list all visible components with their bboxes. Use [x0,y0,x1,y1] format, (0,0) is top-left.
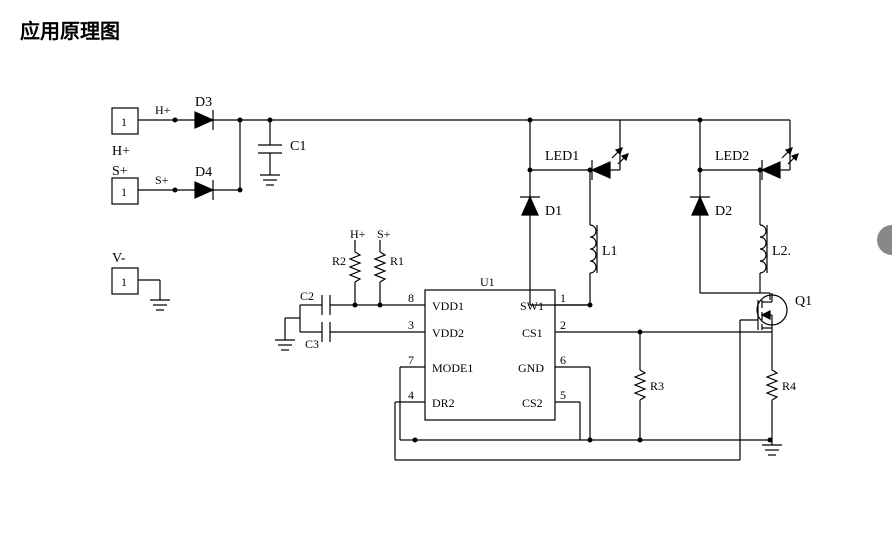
svg-text:SW1: SW1 [520,299,544,313]
svg-text:1: 1 [121,115,127,129]
diode-d1: D1 [520,170,562,250]
svg-text:CS1: CS1 [522,326,543,340]
terminal-h-plus: 1 H+ H+ [112,103,178,159]
svg-text:4: 4 [408,388,414,402]
diode-d3: D3 [175,95,240,130]
capacitor-c1: C1 [258,118,306,186]
capacitor-c2: C2 [300,289,425,315]
svg-text:C1: C1 [290,139,306,154]
svg-text:LED1: LED1 [545,149,579,164]
schematic-canvas: 1 H+ H+ 1 S+ S+ V- 1 D3 D4 [0,0,892,534]
svg-text:R1: R1 [390,254,404,268]
ic-u1: U1 VDD1 8 VDD2 3 MODE1 7 DR2 4 SW1 1 CS1… [408,275,566,420]
resistor-r4: R4 [767,370,796,440]
svg-text:R2: R2 [332,254,346,268]
svg-text:1: 1 [121,185,127,199]
svg-text:VDD2: VDD2 [432,326,464,340]
svg-text:5: 5 [560,388,566,402]
svg-text:LED2: LED2 [715,149,749,164]
svg-text:V-: V- [112,251,126,266]
svg-text:CS2: CS2 [522,396,543,410]
svg-text:3: 3 [408,318,414,332]
svg-text:R3: R3 [650,379,664,393]
resistor-r1: S+ R1 [375,227,404,305]
svg-text:S+: S+ [155,173,169,187]
svg-text:1: 1 [121,275,127,289]
capacitor-c3: C3 [300,322,425,351]
svg-text:H+: H+ [350,227,366,241]
svg-text:L1: L1 [602,244,618,259]
svg-text:H+: H+ [155,103,171,117]
svg-text:D1: D1 [545,204,562,219]
inductor-l2: L2. [760,170,791,293]
svg-text:Q1: Q1 [795,294,812,309]
svg-text:D3: D3 [195,95,212,110]
resistor-r2: H+ R2 [332,227,366,305]
svg-text:7: 7 [408,353,414,367]
led2: LED2 [715,148,798,180]
svg-text:C2: C2 [300,289,314,303]
svg-text:1: 1 [560,291,566,305]
svg-text:2: 2 [560,318,566,332]
svg-text:C3: C3 [305,337,319,351]
svg-text:L2.: L2. [772,244,791,259]
svg-text:8: 8 [408,291,414,305]
led1: LED1 [545,148,628,180]
svg-text:GND: GND [518,361,544,375]
led1-branch: LED1 D1 L1 [520,118,628,308]
mosfet-q1: Q1 [740,293,812,340]
svg-text:VDD1: VDD1 [432,299,464,313]
svg-text:D4: D4 [195,165,212,180]
svg-text:MODE1: MODE1 [432,361,473,375]
diode-d4: D4 [175,165,240,200]
resistor-r3: R3 [635,332,664,440]
led2-branch: LED2 D2 L2. [690,118,798,294]
svg-text:H+: H+ [112,144,130,159]
inductor-l1: L1 [590,170,618,305]
svg-text:DR2: DR2 [432,396,455,410]
svg-text:S+: S+ [112,164,128,179]
svg-text:S+: S+ [377,227,391,241]
svg-text:U1: U1 [480,275,495,289]
diode-d2: D2 [690,170,732,250]
svg-text:6: 6 [560,353,566,367]
svg-text:D2: D2 [715,204,732,219]
svg-text:R4: R4 [782,379,796,393]
terminal-s-plus: 1 S+ S+ [112,164,178,204]
terminal-v-minus: V- 1 [112,251,170,310]
